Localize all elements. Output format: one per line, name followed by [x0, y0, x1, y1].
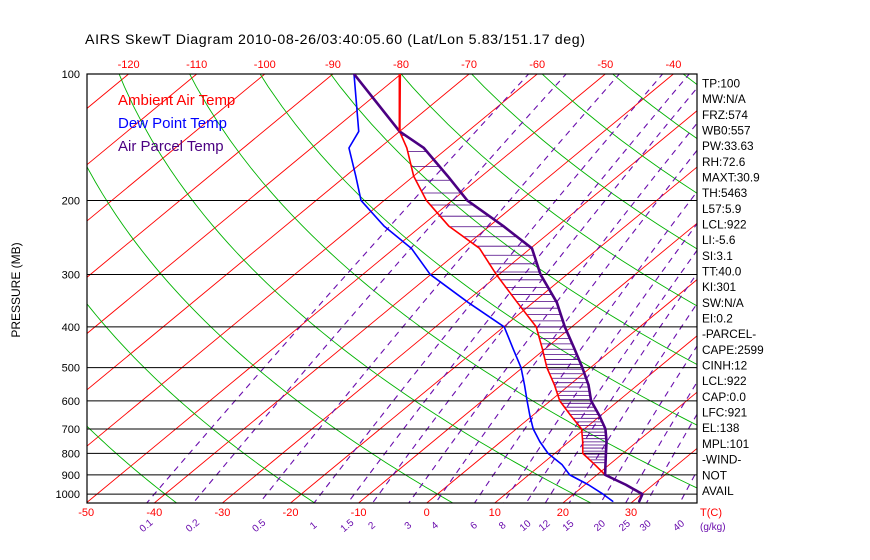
svg-text:TT:40.0: TT:40.0 [702, 265, 742, 279]
svg-text:TP:100: TP:100 [702, 77, 740, 91]
svg-text:CAPE:2599: CAPE:2599 [702, 343, 764, 357]
svg-text:100: 100 [62, 69, 80, 81]
svg-text:600: 600 [62, 396, 80, 408]
svg-text:20: 20 [557, 507, 569, 519]
svg-text:500: 500 [62, 363, 80, 375]
svg-text:Dew Point Temp: Dew Point Temp [118, 115, 227, 132]
svg-text:800: 800 [62, 448, 80, 460]
svg-text:Air Parcel Temp: Air Parcel Temp [118, 138, 224, 155]
svg-text:LCL:922: LCL:922 [702, 374, 747, 388]
svg-text:CINH:12: CINH:12 [702, 359, 747, 373]
svg-text:MAXT:30.9: MAXT:30.9 [702, 171, 760, 185]
svg-text:-20: -20 [283, 507, 299, 519]
svg-text:-120: -120 [118, 59, 140, 71]
svg-text:AVAIL: AVAIL [702, 484, 734, 498]
svg-text:T(C): T(C) [700, 507, 722, 519]
svg-text:900: 900 [62, 470, 80, 482]
svg-text:-50: -50 [597, 59, 613, 71]
svg-text:WB0:557: WB0:557 [702, 124, 751, 138]
svg-text:300: 300 [62, 269, 80, 281]
svg-text:-40: -40 [146, 507, 162, 519]
svg-text:LI:-5.6: LI:-5.6 [702, 233, 736, 247]
svg-text:-100: -100 [254, 59, 276, 71]
svg-text:KI:301: KI:301 [702, 280, 736, 294]
svg-text:MPL:101: MPL:101 [702, 437, 749, 451]
svg-text:CAP:0.0: CAP:0.0 [702, 390, 746, 404]
svg-text:LFC:921: LFC:921 [702, 406, 747, 420]
svg-text:-110: -110 [186, 59, 207, 71]
svg-text:Ambient Air Temp: Ambient Air Temp [118, 92, 235, 109]
svg-text:(g/kg): (g/kg) [700, 522, 726, 533]
svg-text:-50: -50 [78, 507, 94, 519]
svg-text:SW:N/A: SW:N/A [702, 296, 744, 310]
svg-text:-90: -90 [325, 59, 341, 71]
svg-text:-10: -10 [351, 507, 367, 519]
svg-text:AIRS SkewT Diagram 2010-08-26/: AIRS SkewT Diagram 2010-08-26/03:40:05.6… [85, 32, 586, 48]
svg-text:FRZ:574: FRZ:574 [702, 108, 748, 122]
svg-text:NOT: NOT [702, 468, 727, 482]
svg-text:PW:33.63: PW:33.63 [702, 139, 754, 153]
svg-text:-40: -40 [665, 59, 681, 71]
svg-text:PRESSURE (MB): PRESSURE (MB) [9, 242, 23, 337]
svg-text:LCL:922: LCL:922 [702, 218, 747, 232]
svg-text:MW:N/A: MW:N/A [702, 92, 746, 106]
svg-text:1000: 1000 [56, 489, 80, 501]
svg-text:EI:0.2: EI:0.2 [702, 312, 733, 326]
svg-text:-70: -70 [461, 59, 477, 71]
svg-text:TH:5463: TH:5463 [702, 186, 748, 200]
svg-text:L57:5.9: L57:5.9 [702, 202, 741, 216]
svg-text:0: 0 [424, 507, 430, 519]
svg-text:SI:3.1: SI:3.1 [702, 249, 733, 263]
svg-text:-WIND-: -WIND- [702, 453, 741, 467]
svg-text:10: 10 [489, 507, 501, 519]
svg-text:EL:138: EL:138 [702, 421, 740, 435]
svg-text:400: 400 [62, 322, 80, 334]
svg-text:RH:72.6: RH:72.6 [702, 155, 746, 169]
svg-text:-30: -30 [214, 507, 230, 519]
svg-text:30: 30 [625, 507, 637, 519]
svg-text:-PARCEL-: -PARCEL- [702, 327, 756, 341]
svg-text:700: 700 [62, 424, 80, 436]
svg-text:-80: -80 [393, 59, 409, 71]
svg-text:200: 200 [62, 196, 80, 208]
svg-text:-60: -60 [529, 59, 545, 71]
